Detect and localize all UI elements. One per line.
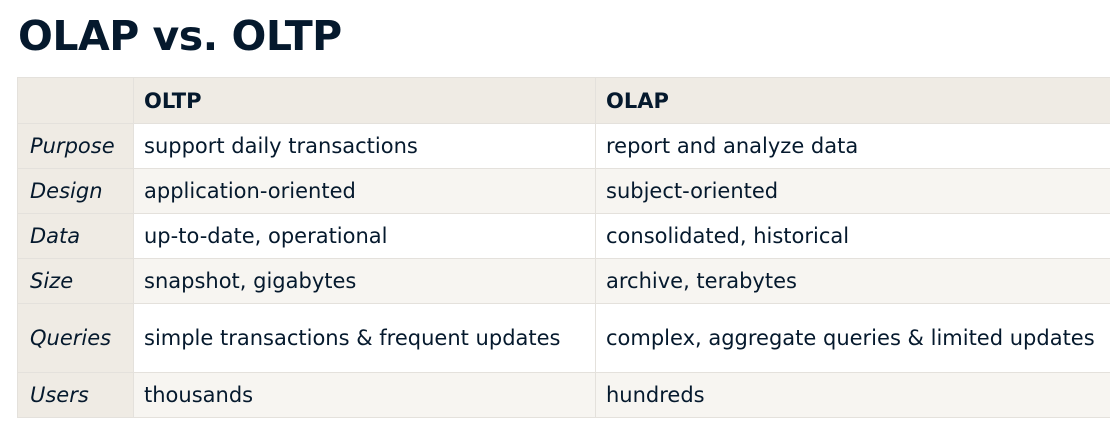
table-row-data: Data up-to-date, operational consolidate… [17, 213, 1110, 259]
row-label: Purpose [17, 123, 134, 169]
table-row-users: Users thousands hundreds [17, 372, 1110, 418]
header-cell-oltp: OLTP [133, 77, 596, 124]
row-label: Design [17, 168, 134, 214]
comparison-table: OLTP OLAP Purpose support daily transact… [17, 77, 1110, 418]
row-label: Size [17, 258, 134, 304]
oltp-cell: up-to-date, operational [133, 213, 596, 259]
row-label: Data [17, 213, 134, 259]
table-row-purpose: Purpose support daily transactions repor… [17, 123, 1110, 169]
oltp-cell: snapshot, gigabytes [133, 258, 596, 304]
olap-cell: report and analyze data [595, 123, 1110, 169]
table-header-row: OLTP OLAP [17, 77, 1110, 124]
olap-cell: subject-oriented [595, 168, 1110, 214]
table-row-size: Size snapshot, gigabytes archive, teraby… [17, 258, 1110, 304]
olap-cell: archive, terabytes [595, 258, 1110, 304]
table-row-design: Design application-oriented subject-orie… [17, 168, 1110, 214]
oltp-cell: simple transactions & frequent updates [133, 303, 596, 373]
header-cell-olap: OLAP [595, 77, 1110, 124]
page-title: OLAP vs. OLTP [18, 12, 342, 60]
row-label: Queries [17, 303, 134, 373]
oltp-cell: application-oriented [133, 168, 596, 214]
olap-cell: consolidated, historical [595, 213, 1110, 259]
olap-cell: hundreds [595, 372, 1110, 418]
oltp-cell: thousands [133, 372, 596, 418]
table-row-queries: Queries simple transactions & frequent u… [17, 303, 1110, 373]
oltp-cell: support daily transactions [133, 123, 596, 169]
header-cell-empty [17, 77, 134, 124]
olap-cell: complex, aggregate queries & limited upd… [595, 303, 1110, 373]
row-label: Users [17, 372, 134, 418]
